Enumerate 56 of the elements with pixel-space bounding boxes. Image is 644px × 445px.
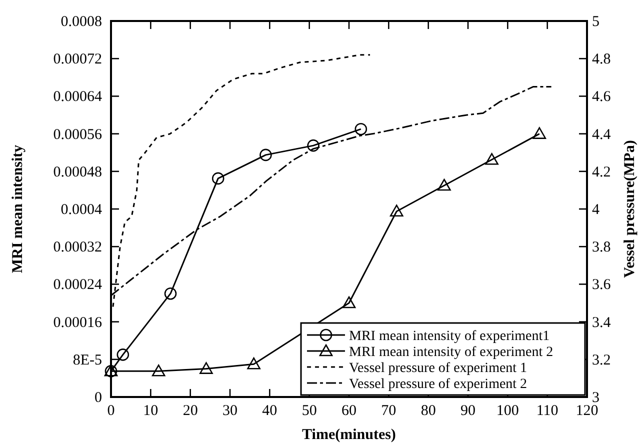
y2-tick-label: 4 (592, 202, 600, 218)
legend-label: Vessel pressure of experiment 1 (349, 361, 528, 376)
point (354, 122, 368, 136)
x-tick-label: 60 (342, 403, 356, 419)
point (260, 148, 272, 162)
x-tick-label: 10 (143, 403, 158, 419)
point (200, 362, 213, 374)
y2-tick-label: 4.8 (592, 52, 611, 68)
point (247, 357, 260, 370)
x-tick-label: 30 (222, 403, 238, 419)
x-tick-label: 70 (381, 403, 396, 419)
x-tick-label: 90 (460, 403, 476, 419)
x-tick-label: 80 (420, 403, 436, 419)
point (164, 287, 177, 300)
y2-tick-label: 3.8 (592, 240, 611, 256)
y-axis-title: MRI mean intensity (10, 144, 26, 274)
x-tick-label: 110 (536, 403, 558, 419)
y2-tick-label: 3 (592, 390, 600, 406)
legend-label: MRI mean intensity of experiment1 (349, 329, 550, 344)
point (438, 178, 451, 191)
x-tick-label: 20 (182, 403, 198, 419)
point (212, 172, 224, 185)
x-tick-label: 100 (496, 403, 519, 419)
x-tick-label: 40 (262, 403, 278, 419)
point (342, 296, 356, 308)
point (152, 364, 166, 376)
y-tick-label: 0.00032 (53, 240, 102, 256)
y-tick-label: 0.00016 (53, 314, 102, 331)
y2-tick-label: 3.4 (592, 314, 612, 331)
x-axis-title: Time(minutes) (302, 427, 396, 443)
y2-tick-label: 4.6 (592, 89, 612, 106)
y2-axis-title: Vessel pressure(MPa) (622, 140, 638, 278)
y-tick-label: 0.00072 (53, 52, 102, 68)
y2-tick-label: 3.6 (592, 277, 612, 294)
y-tick-label: 0.00048 (53, 164, 102, 180)
legend-label: Vessel pressure of experiment 2 (349, 377, 528, 392)
y-tick-label: 0 (94, 390, 102, 406)
y-tick-label: 0.00056 (53, 126, 102, 143)
point (307, 139, 320, 152)
point (390, 204, 404, 216)
y-tick-label: 0.00024 (53, 277, 102, 294)
point (485, 153, 498, 165)
point (116, 348, 130, 361)
y2-tick-label: 3.2 (592, 352, 611, 368)
y-tick-label: 0.0008 (60, 14, 102, 30)
y2-tick-label: 5 (592, 14, 600, 30)
y2-tick-label: 4.2 (592, 164, 611, 180)
y-tick-label: 8E-5 (72, 352, 102, 368)
y2-tick-label: 4.4 (592, 126, 612, 143)
legend-label: MRI mean intensity of experiment 2 (349, 345, 554, 360)
x-tick-label: 50 (302, 403, 317, 419)
x-tick-label: 120 (576, 403, 598, 419)
x-tick-label: 0 (107, 403, 115, 419)
y-tick-label: 0.0004 (60, 202, 102, 218)
point (532, 127, 546, 139)
y-tick-label: 0.00064 (53, 89, 102, 106)
